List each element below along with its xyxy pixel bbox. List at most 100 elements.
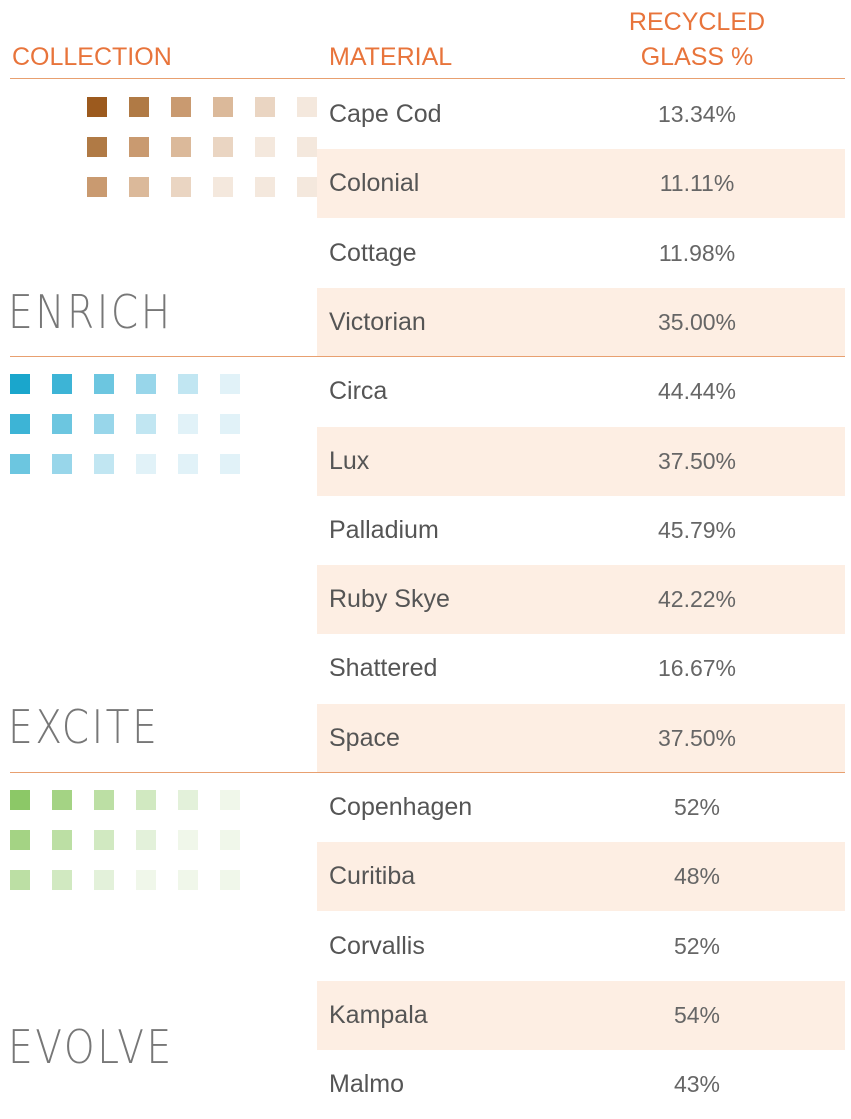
deco-square <box>178 374 198 395</box>
recycled-percent: 54% <box>673 1001 721 1028</box>
deco-square <box>220 414 240 435</box>
deco-square <box>136 374 156 395</box>
deco-square <box>297 97 317 117</box>
deco-square <box>94 454 114 475</box>
deco-square <box>171 97 191 117</box>
deco-square <box>213 97 233 117</box>
deco-square <box>255 177 275 197</box>
table-row <box>317 565 845 635</box>
deco-square <box>178 414 198 435</box>
deco-square <box>52 414 72 435</box>
material-name: Colonial <box>329 169 420 198</box>
collection-name: ENRICH <box>8 285 173 339</box>
material-name: Circa <box>329 377 388 406</box>
recycled-percent: 13.34% <box>657 101 736 127</box>
deco-square <box>136 830 156 850</box>
deco-square <box>220 454 240 475</box>
deco-square <box>136 870 156 890</box>
deco-square <box>94 414 114 435</box>
deco-square <box>87 177 107 197</box>
recycled-percent: 35.00% <box>657 308 736 335</box>
deco-square <box>94 374 114 395</box>
deco-square <box>52 870 72 890</box>
deco-square <box>94 830 114 850</box>
material-name: Cottage <box>329 238 417 267</box>
recycled-percent: 11.11% <box>659 170 735 197</box>
deco-square <box>220 870 240 890</box>
deco-square <box>10 870 30 890</box>
deco-square <box>213 137 233 157</box>
deco-square <box>87 137 107 157</box>
material-name: Copenhagen <box>329 793 473 821</box>
collection-name: EXCITE <box>8 700 160 754</box>
material-name: Kampala <box>329 1000 428 1029</box>
deco-square <box>52 454 72 475</box>
deco-square <box>136 454 156 475</box>
header-recycled-2: GLASS % <box>640 43 754 71</box>
material-name: Malmo <box>329 1070 405 1099</box>
group-rule <box>10 772 845 773</box>
deco-square <box>220 790 240 810</box>
recycled-percent: 43% <box>673 1071 721 1098</box>
deco-square <box>52 830 72 850</box>
material-name: Corvallis <box>329 931 425 960</box>
deco-square <box>171 177 191 197</box>
deco-square <box>220 374 240 395</box>
deco-square <box>136 790 156 810</box>
deco-square <box>178 454 198 475</box>
table-row <box>317 842 845 912</box>
header-rule <box>10 78 845 79</box>
deco-square <box>10 454 30 475</box>
deco-square <box>220 830 240 850</box>
deco-square <box>213 177 233 197</box>
material-name: Lux <box>329 446 370 475</box>
deco-square <box>297 177 317 197</box>
collection-name: EVOLVE <box>8 1020 174 1074</box>
deco-square <box>10 790 30 810</box>
recycled-percent: 37.50% <box>657 447 736 474</box>
table-row <box>317 149 845 219</box>
deco-square <box>297 137 317 157</box>
material-name: Victorian <box>329 307 426 336</box>
deco-square <box>52 374 72 395</box>
recycled-percent: 52% <box>673 794 721 820</box>
material-name: Palladium <box>329 515 439 544</box>
deco-square <box>129 97 149 117</box>
material-name: Shattered <box>329 654 438 683</box>
deco-square <box>136 414 156 435</box>
header-collection: COLLECTION <box>12 43 172 71</box>
deco-square <box>178 830 198 850</box>
deco-square <box>10 830 30 850</box>
deco-square <box>129 177 149 197</box>
material-name: Curitiba <box>329 862 416 891</box>
deco-square <box>255 137 275 157</box>
recycled-percent: 48% <box>673 863 721 890</box>
material-name: Space <box>329 723 400 752</box>
table-row <box>317 703 845 773</box>
group-rule <box>10 356 845 358</box>
deco-square <box>178 790 198 810</box>
recycled-percent: 52% <box>673 932 721 959</box>
recycled-percent: 37.50% <box>657 724 736 751</box>
recycled-percent: 16.67% <box>657 655 736 682</box>
header-material: MATERIAL <box>329 43 453 71</box>
recycled-percent: 44.44% <box>657 378 736 405</box>
deco-square <box>255 97 275 117</box>
deco-square <box>178 870 198 890</box>
deco-square <box>171 137 191 157</box>
recycled-percent: 42.22% <box>657 586 736 613</box>
deco-square <box>94 790 114 810</box>
header-recycled-1: RECYCLED <box>628 8 766 36</box>
material-name: Ruby Skye <box>329 585 450 614</box>
table-row <box>317 426 845 496</box>
table-row <box>317 287 845 357</box>
table-row <box>317 980 845 1050</box>
deco-square <box>87 97 107 117</box>
material-name: Cape Cod <box>329 100 442 128</box>
deco-square <box>10 374 30 395</box>
recycled-percent: 11.98% <box>658 239 736 266</box>
recycled-percent: 45.79% <box>657 516 736 543</box>
deco-square <box>129 137 149 157</box>
deco-square <box>94 870 114 890</box>
